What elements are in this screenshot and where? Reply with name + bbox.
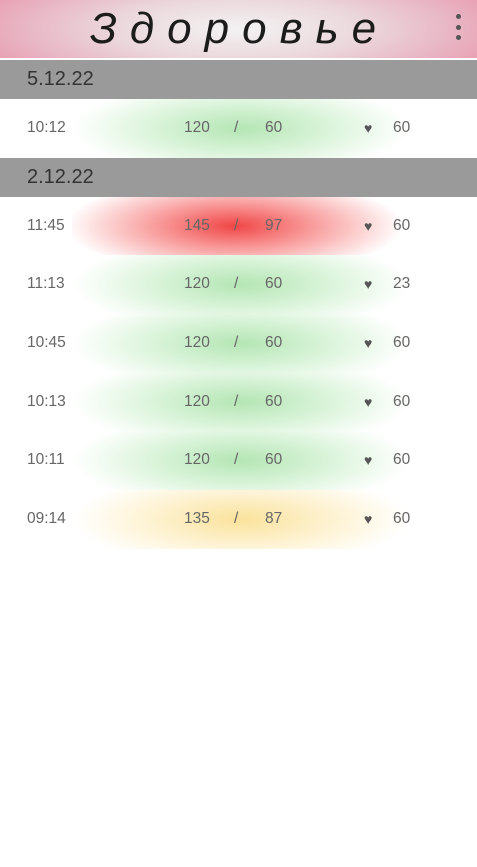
heart-icon: ♥	[364, 255, 372, 313]
status-gradient-yellow	[72, 490, 410, 549]
diastolic-value: 87	[265, 490, 282, 548]
time-label: 11:45	[27, 197, 65, 255]
app-bar: Здоровье	[0, 0, 477, 58]
separator: /	[234, 490, 238, 548]
separator: /	[234, 431, 238, 489]
status-gradient-green	[72, 431, 410, 490]
pulse-value: 60	[393, 490, 410, 548]
pulse-value: 23	[393, 255, 410, 313]
date-header: 5.12.22	[0, 60, 477, 99]
heart-icon: ♥	[364, 197, 372, 255]
status-gradient-green	[72, 373, 410, 432]
systolic-value: 120	[184, 314, 210, 372]
time-label: 10:45	[27, 314, 66, 372]
time-label: 10:11	[27, 431, 65, 489]
time-label: 09:14	[27, 490, 66, 548]
time-label: 10:13	[27, 373, 66, 431]
pulse-value: 60	[393, 314, 410, 372]
systolic-value: 135	[184, 490, 210, 548]
measurement-row[interactable]: 11:13 120 / 60 ♥ 23	[0, 255, 477, 314]
heart-icon: ♥	[364, 99, 372, 157]
measurement-row[interactable]: 10:13 120 / 60 ♥ 60	[0, 373, 477, 432]
diastolic-value: 60	[265, 314, 282, 372]
date-header: 2.12.22	[0, 158, 477, 197]
status-gradient-green	[72, 314, 410, 373]
heart-icon: ♥	[364, 431, 372, 489]
separator: /	[234, 99, 238, 157]
pulse-value: 60	[393, 99, 410, 157]
status-gradient-red	[72, 197, 410, 256]
measurement-row[interactable]: 10:11 120 / 60 ♥ 60	[0, 431, 477, 490]
measurement-row[interactable]: 10:12 120 / 60 ♥ 60	[0, 99, 477, 158]
status-gradient-green	[72, 255, 410, 314]
measurement-row[interactable]: 10:45 120 / 60 ♥ 60	[0, 314, 477, 373]
status-gradient-green	[72, 99, 410, 158]
heart-icon: ♥	[364, 490, 372, 548]
systolic-value: 120	[184, 373, 210, 431]
diastolic-value: 97	[265, 197, 282, 255]
diastolic-value: 60	[265, 373, 282, 431]
diastolic-value: 60	[265, 255, 282, 313]
pulse-value: 60	[393, 431, 410, 489]
systolic-value: 120	[184, 255, 210, 313]
separator: /	[234, 197, 238, 255]
diastolic-value: 60	[265, 99, 282, 157]
systolic-value: 120	[184, 431, 210, 489]
diastolic-value: 60	[265, 431, 282, 489]
measurement-row[interactable]: 09:14 135 / 87 ♥ 60	[0, 490, 477, 549]
heart-icon: ♥	[364, 314, 372, 372]
systolic-value: 145	[184, 197, 210, 255]
systolic-value: 120	[184, 99, 210, 157]
pulse-value: 60	[393, 373, 410, 431]
separator: /	[234, 314, 238, 372]
time-label: 10:12	[27, 99, 66, 157]
pulse-value: 60	[393, 197, 410, 255]
measurement-list: 5.12.22 10:12 120 / 60 ♥ 60 2.12.22 11:4…	[0, 60, 477, 549]
time-label: 11:13	[27, 255, 65, 313]
separator: /	[234, 373, 238, 431]
measurement-row[interactable]: 11:45 145 / 97 ♥ 60	[0, 197, 477, 256]
app-title: Здоровье	[0, 0, 477, 58]
heart-icon: ♥	[364, 373, 372, 431]
separator: /	[234, 255, 238, 313]
more-vert-icon[interactable]	[453, 14, 463, 40]
